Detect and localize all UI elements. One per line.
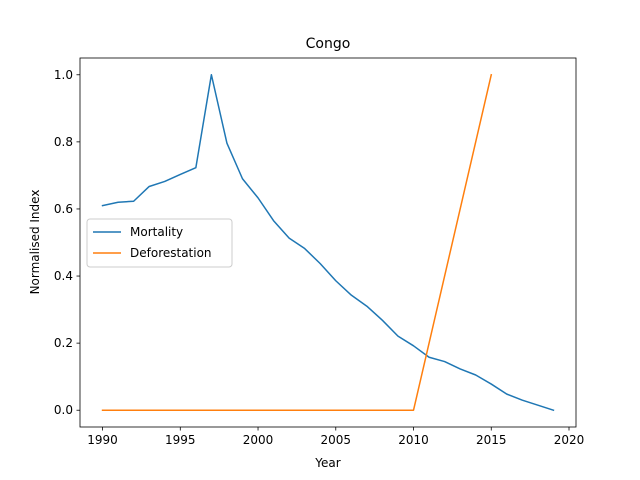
y-tick-label: 0.8 [54,135,73,149]
y-tick-label: 0.6 [54,202,73,216]
x-tick-label: 2020 [554,433,585,447]
x-axis-label: Year [314,456,340,470]
series-line-deforestation [101,73,493,411]
y-axis-label: Normalised Index [28,190,42,295]
series-line-mortality [101,74,555,412]
x-tick-label: 1995 [165,433,196,447]
x-tick-label: 2015 [476,433,507,447]
x-tick-label: 2000 [243,433,274,447]
legend-label-mortality: Mortality [130,225,183,239]
x-tick-label: 2005 [321,433,352,447]
chart-title: Congo [306,36,351,52]
y-tick-label: 0.2 [54,336,73,350]
x-tick-label: 1990 [87,433,118,447]
legend: Mortality Deforestation [86,218,233,268]
x-tick-label: 2010 [398,433,429,447]
plot-frame [79,57,577,428]
y-tick-label: 0.0 [54,403,73,417]
legend-box [86,218,233,268]
legend-label-deforestation: Deforestation [130,246,212,260]
plot-area: 1990 1995 2000 2005 2010 2015 2020 0.0 0.2 0.4 0.6… [54,57,585,447]
y-tick-label: 1.0 [54,68,73,82]
y-tick-label: 0.4 [54,269,73,283]
